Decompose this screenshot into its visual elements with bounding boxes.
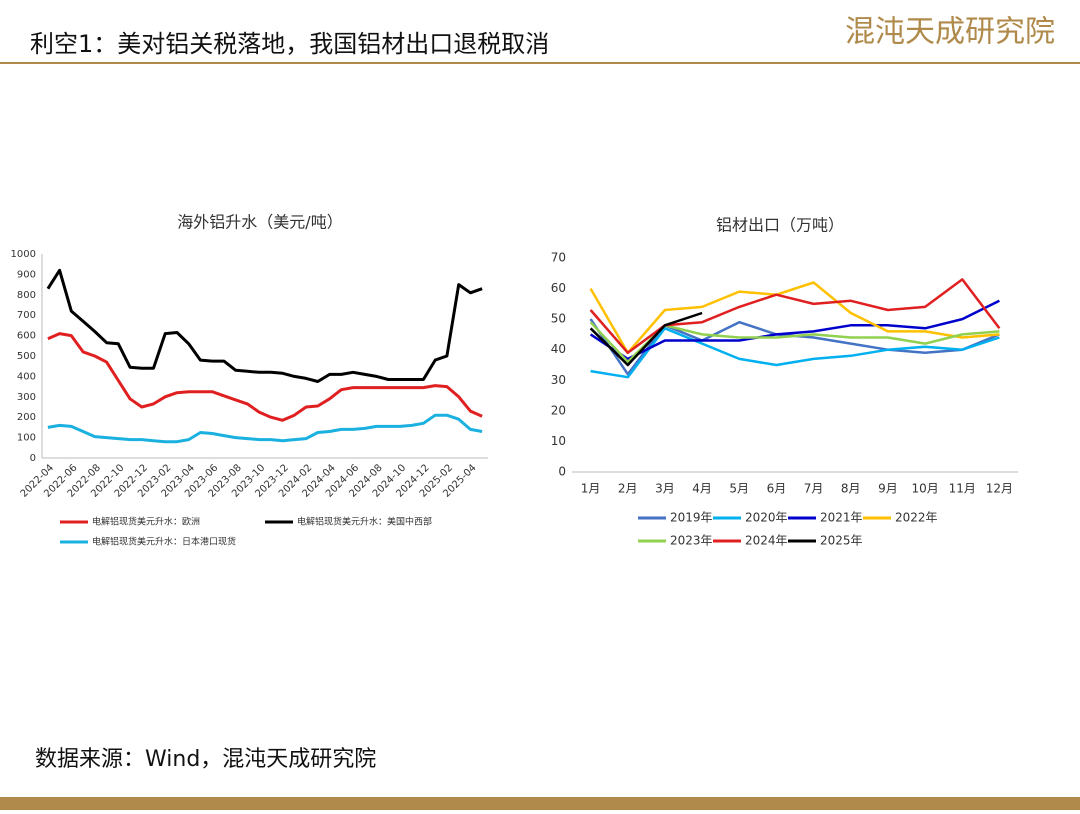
series-line: [47, 332, 483, 422]
source-note: 数据来源：Wind，混沌天成研究院: [35, 747, 376, 772]
legend-label: 2022年: [895, 511, 938, 525]
y-tick-label: 70: [551, 251, 566, 265]
series-line: [589, 311, 703, 367]
y-tick-label: 30: [551, 373, 566, 387]
legend-label: 电解铝现货美元升水：美国中西部: [297, 516, 432, 528]
x-tick-label: 4月: [692, 482, 712, 496]
x-tick-label: 3月: [655, 482, 675, 496]
footer-bar: [0, 797, 1080, 810]
legend-label: 2024年: [745, 534, 788, 548]
legend-label: 2025年: [820, 534, 863, 548]
y-tick-label: 60: [551, 281, 566, 295]
y-tick-label: 200: [17, 412, 36, 423]
x-tick-label: 9月: [878, 482, 898, 496]
slide-title: 利空1：美对铝关税落地，我国铝材出口退税取消: [30, 30, 549, 58]
y-tick-label: 1000: [11, 249, 36, 260]
y-tick-label: 400: [17, 371, 36, 382]
y-tick-label: 0: [558, 465, 566, 479]
chart-title: 铝材出口（万吨）: [716, 216, 844, 235]
chart-title: 海外铝升水（美元/吨）: [177, 213, 342, 232]
y-tick-label: 600: [17, 331, 36, 342]
series-line: [46, 268, 483, 383]
y-tick-label: 900: [17, 269, 36, 280]
y-tick-label: 300: [17, 392, 36, 403]
x-tick-label: 10月: [911, 482, 938, 496]
y-tick-label: 800: [17, 290, 36, 301]
series-line: [47, 413, 483, 444]
legend-label: 电解铝现货美元升水：日本港口现货: [92, 536, 236, 548]
x-tick-label: 5月: [729, 482, 749, 496]
y-tick-label: 100: [17, 433, 36, 444]
legend-label: 2023年: [670, 534, 713, 548]
y-tick-label: 700: [17, 310, 36, 321]
y-tick-label: 20: [551, 403, 566, 417]
legend-label: 电解铝现货美元升水：欧洲: [92, 516, 200, 528]
y-tick-label: 40: [551, 342, 566, 356]
y-tick-label: 50: [551, 312, 566, 326]
x-tick-label: 8月: [841, 482, 861, 496]
logo: 混沌天成研究院: [845, 15, 1055, 50]
x-tick-label: 1月: [581, 482, 601, 496]
series-line: [590, 327, 1000, 379]
y-tick-label: 0: [30, 453, 36, 464]
x-tick-label: 12月: [986, 482, 1013, 496]
x-tick-label: 11月: [949, 482, 976, 496]
x-tick-label: 6月: [767, 482, 787, 496]
legend-label: 2020年: [745, 511, 788, 525]
legend-label: 2019年: [670, 511, 713, 525]
series-line: [589, 281, 1000, 355]
x-tick-label: 2月: [618, 482, 638, 496]
series-line: [589, 299, 1000, 361]
legend-label: 2021年: [820, 511, 863, 525]
y-tick-label: 10: [551, 434, 566, 448]
x-tick-label: 7月: [804, 482, 824, 496]
series-line: [589, 278, 1001, 355]
y-tick-label: 500: [17, 351, 36, 362]
